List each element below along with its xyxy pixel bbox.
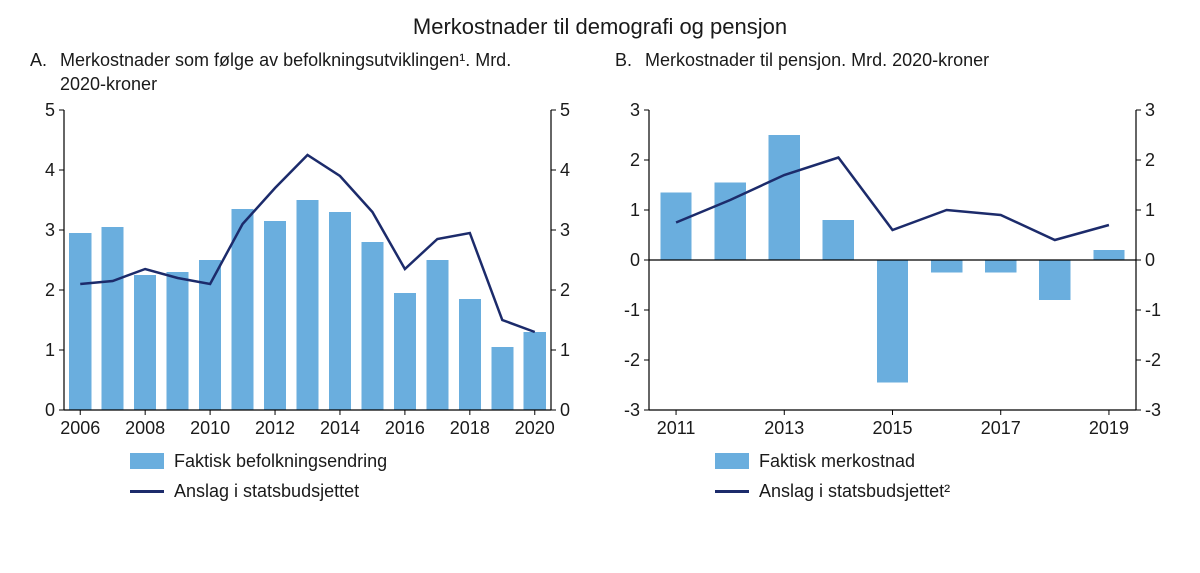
panel-b-letter: B. — [615, 48, 645, 102]
svg-text:2006: 2006 — [60, 418, 100, 438]
bar — [823, 220, 854, 260]
panel-a: A. Merkostnader som følge av befolknings… — [30, 48, 585, 506]
legend-item-bar-b: Faktisk merkostnad — [715, 446, 1170, 476]
legend-bar-label-b: Faktisk merkostnad — [759, 451, 915, 472]
bar — [491, 347, 513, 410]
bar — [1093, 250, 1124, 260]
bar-swatch-icon — [715, 453, 749, 469]
svg-text:2014: 2014 — [320, 418, 360, 438]
svg-text:2016: 2016 — [385, 418, 425, 438]
svg-text:-3: -3 — [1145, 400, 1161, 420]
svg-text:2: 2 — [630, 150, 640, 170]
bar — [459, 299, 481, 410]
legend-item-line-a: Anslag i statsbudsjettet — [130, 476, 585, 506]
svg-text:2017: 2017 — [981, 418, 1021, 438]
svg-text:2015: 2015 — [872, 418, 912, 438]
bar — [877, 260, 908, 383]
bar — [264, 221, 286, 410]
panel-b: B. Merkostnader til pensjon. Mrd. 2020-k… — [615, 48, 1170, 506]
svg-text:2019: 2019 — [1089, 418, 1129, 438]
svg-text:2013: 2013 — [764, 418, 804, 438]
legend-line-label-a: Anslag i statsbudsjettet — [174, 481, 359, 502]
svg-text:2018: 2018 — [450, 418, 490, 438]
svg-text:0: 0 — [1145, 250, 1155, 270]
svg-text:1: 1 — [1145, 200, 1155, 220]
bar — [660, 193, 691, 261]
svg-text:-1: -1 — [624, 300, 640, 320]
bar — [167, 272, 189, 410]
svg-text:-1: -1 — [1145, 300, 1161, 320]
svg-text:2008: 2008 — [125, 418, 165, 438]
bar — [361, 242, 383, 410]
bar — [134, 275, 156, 410]
bar — [769, 135, 800, 260]
svg-text:1: 1 — [45, 340, 55, 360]
chart-a: 0 0 1 1 2 2 3 3 4 4 5 5 2006 2008 2010 2012 2014 2016 2018… — [30, 102, 585, 442]
svg-text:0: 0 — [560, 400, 570, 420]
bar — [69, 233, 91, 410]
legend-item-line-b: Anslag i statsbudsjettet² — [715, 476, 1170, 506]
bar — [329, 212, 351, 410]
svg-text:1: 1 — [630, 200, 640, 220]
svg-text:2010: 2010 — [190, 418, 230, 438]
bar — [524, 332, 546, 410]
bar — [426, 260, 448, 410]
bar — [102, 227, 124, 410]
svg-text:5: 5 — [45, 102, 55, 120]
page-title: Merkostnader til demografi og pensjon — [0, 0, 1200, 48]
svg-text:1: 1 — [560, 340, 570, 360]
bar — [1039, 260, 1070, 300]
panel-a-subtitle: Merkostnader som følge av befolkningsutv… — [60, 48, 585, 102]
svg-text:2: 2 — [45, 280, 55, 300]
svg-text:0: 0 — [630, 250, 640, 270]
svg-text:2020: 2020 — [515, 418, 555, 438]
bar — [931, 260, 962, 273]
svg-text:-2: -2 — [624, 350, 640, 370]
legend-item-bar-a: Faktisk befolkningsendring — [130, 446, 585, 476]
svg-text:0: 0 — [45, 400, 55, 420]
bar — [985, 260, 1016, 273]
bar — [394, 293, 416, 410]
panel-a-letter: A. — [30, 48, 60, 102]
svg-text:2011: 2011 — [657, 418, 696, 438]
legend-bar-label-a: Faktisk befolkningsendring — [174, 451, 387, 472]
svg-text:4: 4 — [560, 160, 570, 180]
line-swatch-icon — [130, 490, 164, 493]
svg-text:3: 3 — [630, 102, 640, 120]
panels-container: A. Merkostnader som følge av befolknings… — [0, 48, 1200, 506]
svg-text:-3: -3 — [624, 400, 640, 420]
legend-line-label-b: Anslag i statsbudsjettet² — [759, 481, 950, 502]
svg-text:2: 2 — [560, 280, 570, 300]
panel-a-legend: Faktisk befolkningsendring Anslag i stat… — [30, 446, 585, 506]
svg-text:3: 3 — [560, 220, 570, 240]
bar-swatch-icon — [130, 453, 164, 469]
svg-text:3: 3 — [1145, 102, 1155, 120]
svg-text:2012: 2012 — [255, 418, 295, 438]
svg-text:5: 5 — [560, 102, 570, 120]
chart-b: -3 -3 -2 -2 -1 -1 0 0 1 1 2 2 3 3 2011 2013 2015 2017 2019 — [615, 102, 1170, 442]
panel-b-legend: Faktisk merkostnad Anslag i statsbudsjet… — [615, 446, 1170, 506]
bar — [296, 200, 318, 410]
svg-text:4: 4 — [45, 160, 55, 180]
svg-text:2: 2 — [1145, 150, 1155, 170]
svg-text:-2: -2 — [1145, 350, 1161, 370]
svg-text:3: 3 — [45, 220, 55, 240]
line-swatch-icon — [715, 490, 749, 493]
panel-b-subtitle: Merkostnader til pensjon. Mrd. 2020-kron… — [645, 48, 1170, 102]
